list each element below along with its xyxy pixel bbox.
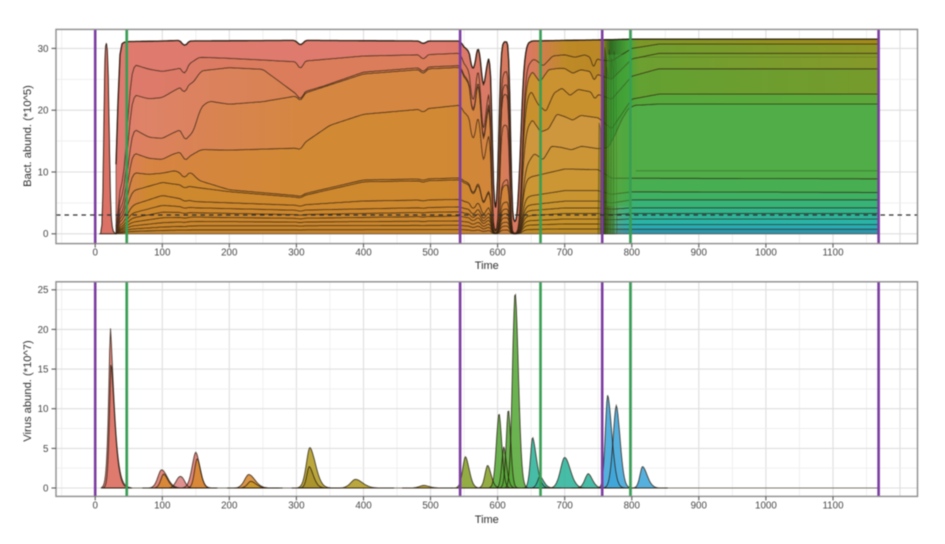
svg-text:30: 30: [38, 44, 49, 55]
svg-text:10: 10: [38, 167, 49, 178]
svg-text:0: 0: [92, 501, 98, 512]
svg-text:1100: 1100: [822, 248, 844, 259]
svg-text:700: 700: [557, 501, 574, 512]
svg-text:Time: Time: [475, 514, 499, 526]
svg-text:400: 400: [355, 248, 372, 259]
svg-text:900: 900: [691, 501, 708, 512]
svg-text:1100: 1100: [822, 501, 844, 512]
svg-text:1000: 1000: [755, 248, 777, 259]
svg-text:Virus abund. (*10^7): Virus abund. (*10^7): [22, 340, 34, 442]
svg-text:700: 700: [557, 248, 574, 259]
svg-text:600: 600: [489, 248, 506, 259]
svg-text:25: 25: [38, 285, 49, 296]
svg-text:800: 800: [624, 501, 641, 512]
svg-text:800: 800: [624, 248, 641, 259]
svg-text:10: 10: [38, 404, 49, 415]
svg-text:400: 400: [355, 501, 372, 512]
svg-text:100: 100: [154, 501, 171, 512]
svg-text:0: 0: [92, 248, 98, 259]
svg-text:0: 0: [43, 229, 49, 240]
svg-text:15: 15: [38, 364, 49, 375]
svg-text:100: 100: [154, 248, 171, 259]
svg-text:5: 5: [43, 444, 49, 455]
svg-text:900: 900: [691, 248, 708, 259]
svg-text:20: 20: [38, 325, 49, 336]
svg-text:200: 200: [221, 501, 238, 512]
svg-text:600: 600: [489, 501, 506, 512]
svg-text:200: 200: [221, 248, 238, 259]
svg-text:300: 300: [288, 501, 305, 512]
svg-text:300: 300: [288, 248, 305, 259]
svg-text:1000: 1000: [755, 501, 777, 512]
svg-text:Time: Time: [475, 260, 499, 272]
svg-text:500: 500: [422, 248, 439, 259]
svg-text:Bact. abund. (*10^5): Bact. abund. (*10^5): [22, 85, 34, 187]
svg-text:0: 0: [43, 483, 49, 494]
svg-text:20: 20: [38, 106, 49, 117]
svg-text:500: 500: [422, 501, 439, 512]
